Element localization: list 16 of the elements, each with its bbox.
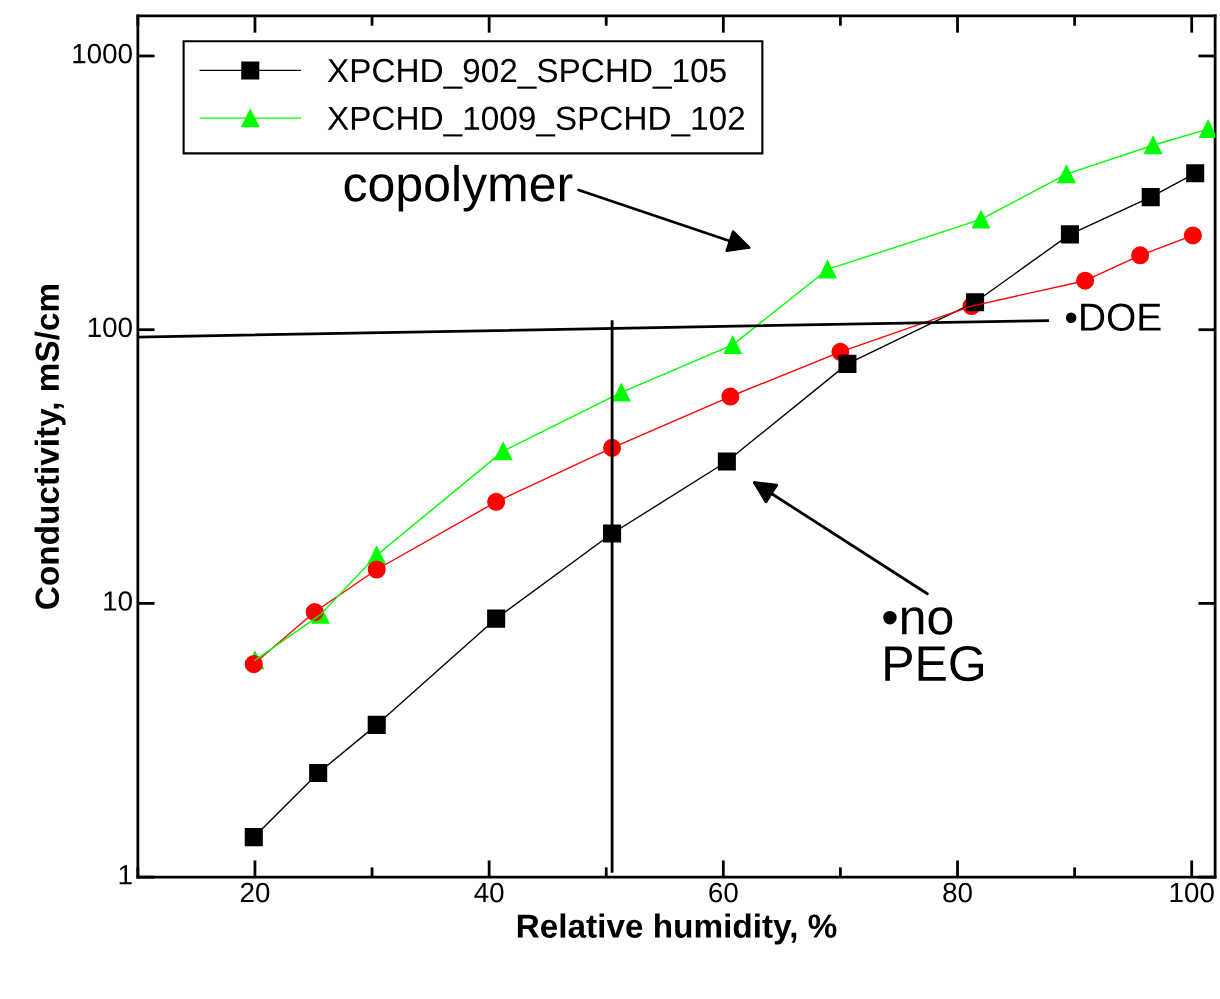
annotation: copolymer	[344, 164, 573, 212]
annotation: •DOE	[1065, 303, 1161, 331]
y-tick-label: 1000	[73, 43, 132, 64]
x-tick-label: 60	[709, 882, 738, 903]
y-tick-label: 100	[88, 317, 132, 338]
x-tick-label: 20	[240, 882, 270, 903]
y-tick-label: 1	[119, 865, 132, 885]
y-tick-label: 10	[104, 591, 132, 611]
legend-label: XPCHD_1009_SPCHD_102	[327, 106, 745, 137]
x-tick-label: 80	[943, 882, 972, 903]
x-tick-label: 100	[1170, 882, 1214, 903]
x-tick-label: 40	[474, 882, 504, 903]
x-axis-title: Relative humidity, %	[517, 913, 837, 945]
legend-label: XPCHD_902_SPCHD_105	[327, 58, 726, 89]
y-axis-title: Conductivity, mS/cm	[34, 285, 66, 609]
annotation: •no PEG	[883, 607, 984, 682]
